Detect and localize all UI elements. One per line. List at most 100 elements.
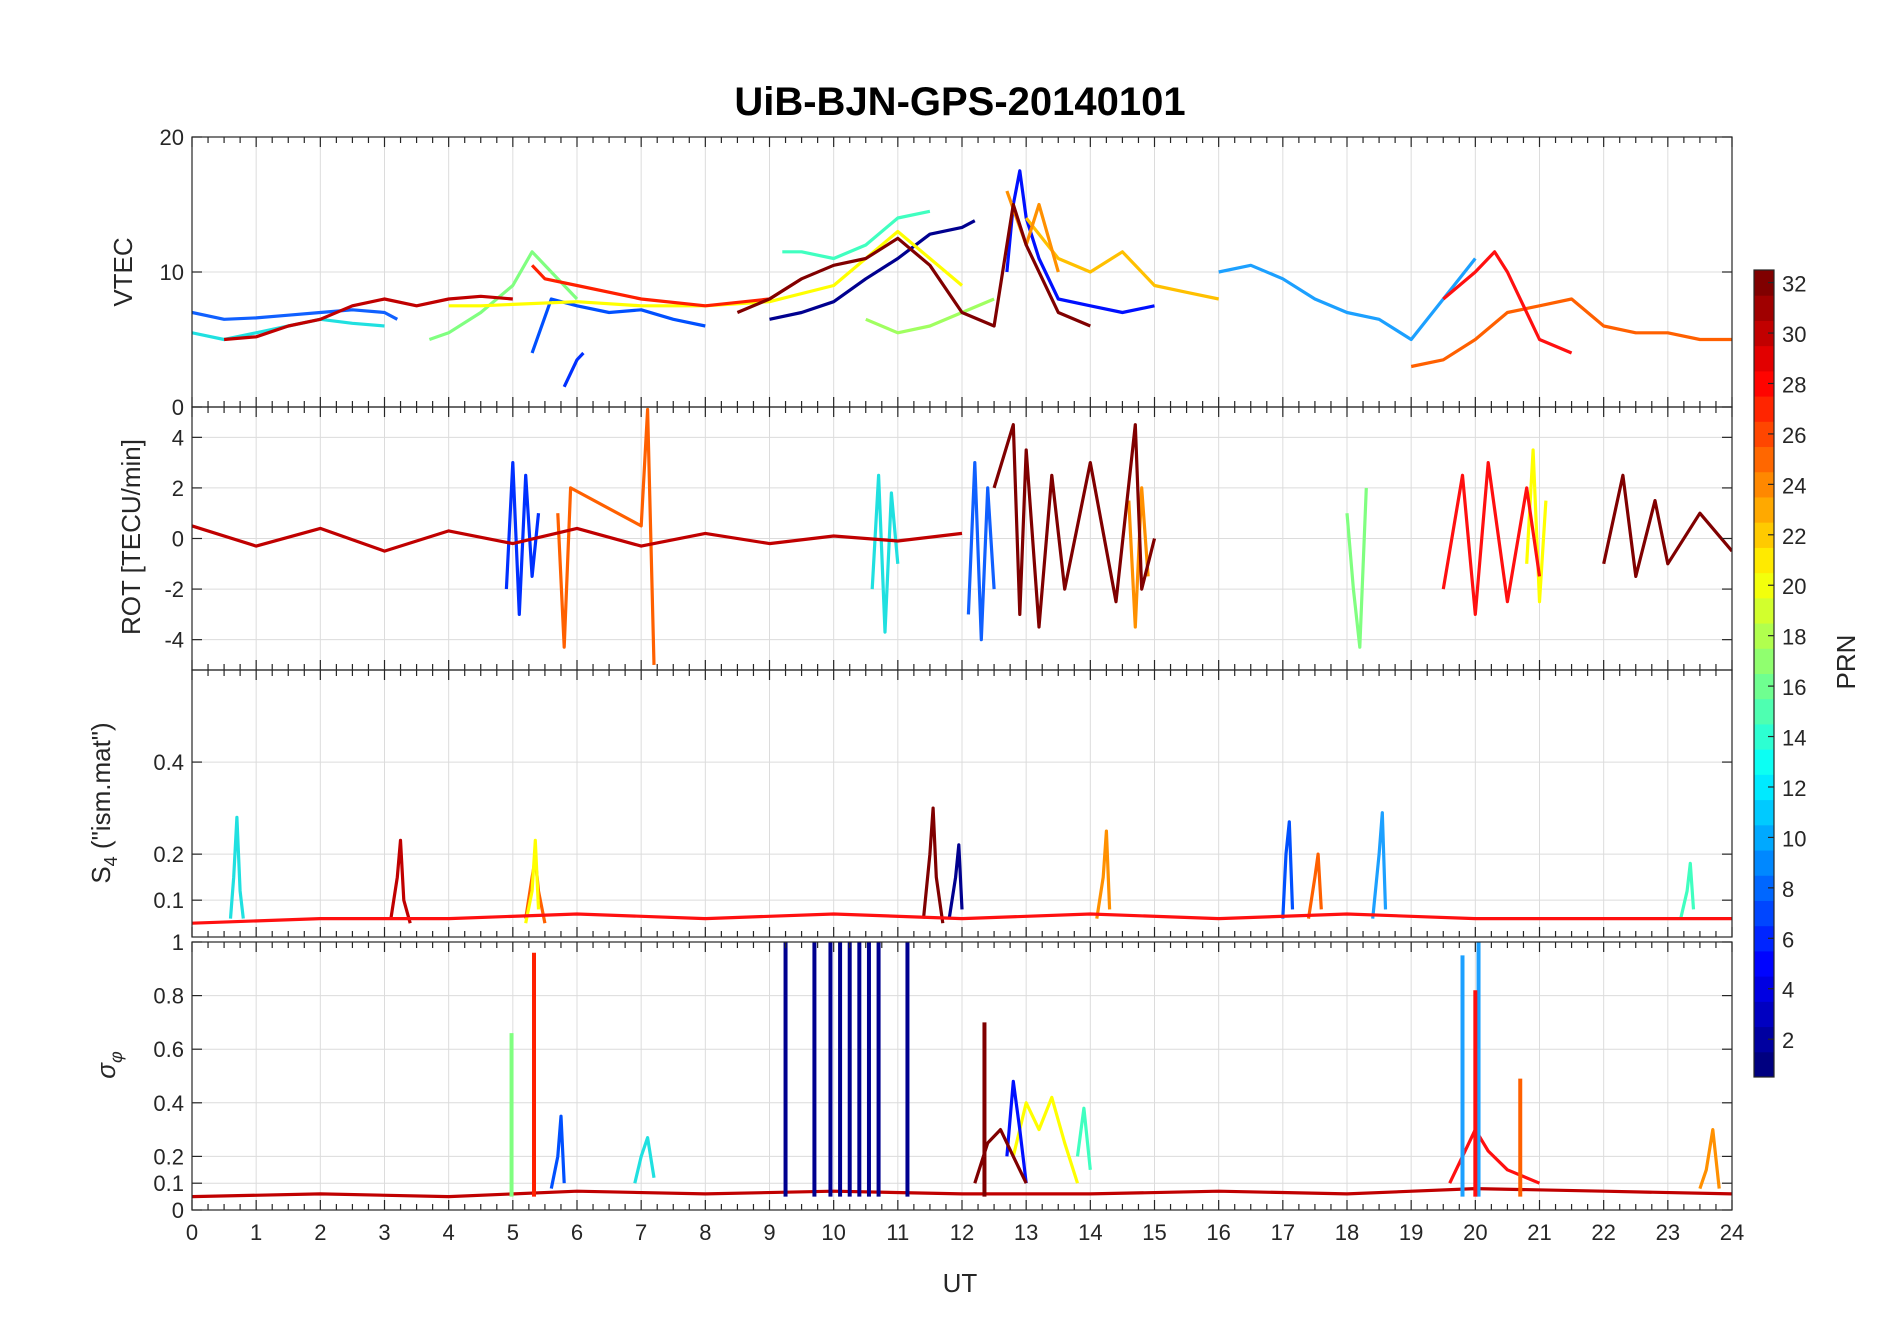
sigma-phi-series-line — [1011, 1095, 1080, 1184]
colorbar-tick-label: 14 — [1782, 726, 1806, 751]
s4-panel: 0.1 0.2 0.4 — [153, 669, 1733, 938]
colorbar-segment — [1754, 875, 1774, 901]
sigma-phi-series-line — [1075, 1106, 1092, 1170]
colorbar-segment — [1754, 850, 1774, 876]
colorbar-segment — [1754, 597, 1774, 624]
colorbar-segment — [1754, 496, 1774, 523]
colorbar-label: PRN — [1831, 635, 1861, 690]
s4-ylabel-rest: ("ism.mat") — [86, 722, 116, 856]
s4-ylabel-sub: 4 — [101, 856, 121, 866]
vtec-series-line — [428, 250, 579, 342]
rot-series-line — [504, 461, 541, 617]
x-tick-label: 20 — [1463, 1220, 1487, 1245]
rot-series-line — [192, 524, 963, 553]
x-tick-label: 22 — [1591, 1220, 1615, 1245]
s4-series-line — [1095, 829, 1112, 919]
s4-series-group — [192, 806, 1732, 925]
colorbar-tick-label: 8 — [1782, 877, 1794, 902]
colorbar-segment — [1754, 673, 1774, 700]
sigma-phi-ytick-label: 0 — [172, 1198, 184, 1223]
s4-ylabel-main: S — [86, 866, 116, 883]
x-tick-label: 19 — [1399, 1220, 1423, 1245]
colorbar-tick-label: 22 — [1782, 524, 1806, 549]
vtec-series-line — [192, 308, 399, 321]
rot-series-line — [1345, 487, 1368, 649]
rot-ytick-label: -2 — [164, 577, 184, 602]
s4-series-line — [1306, 852, 1323, 919]
colorbar-segment — [1754, 749, 1774, 775]
rot-ytick-label: 4 — [172, 425, 184, 450]
s4-series-line — [947, 843, 964, 919]
rot-ytick-label: 0 — [172, 527, 184, 552]
colorbar-segment — [1754, 623, 1774, 649]
colorbar-segment — [1754, 799, 1774, 826]
sigma-phi-ytick-label: 0.1 — [153, 1171, 184, 1196]
colorbar-segment — [1754, 396, 1774, 422]
colorbar-segment — [1754, 572, 1774, 599]
x-tick-label: 5 — [507, 1220, 519, 1245]
s4-series-line — [228, 815, 245, 919]
colorbar-frame — [1753, 269, 1775, 1078]
colorbar-tick-label: 2 — [1782, 1028, 1794, 1053]
x-tick-label: 14 — [1078, 1220, 1102, 1245]
colorbar-tick-label: 30 — [1782, 322, 1806, 347]
vtec-series-line — [1218, 257, 1477, 342]
sigma-phi-ylabel: σφ — [91, 1051, 126, 1079]
vtec-series-line — [530, 264, 803, 308]
x-tick-label: 8 — [699, 1220, 711, 1245]
rot-series-group — [192, 407, 1732, 665]
vtec-ytick-label: 0 — [172, 395, 184, 420]
x-tick-label: 7 — [635, 1220, 647, 1245]
chart-title: UiB-BJN-GPS-20140101 — [734, 80, 1185, 124]
rot-series-line — [870, 473, 900, 634]
s4-series-line — [1281, 820, 1295, 919]
rot-series-line — [1441, 461, 1542, 617]
rot-series-line — [1602, 473, 1732, 579]
colorbar-segment — [1754, 925, 1774, 952]
colorbar-segment — [1754, 824, 1774, 851]
x-tick-label: 18 — [1335, 1220, 1359, 1245]
colorbar-tick-label: 10 — [1782, 826, 1806, 851]
x-tick-label: 9 — [763, 1220, 775, 1245]
colorbar-segment — [1754, 1051, 1774, 1078]
colorbar-segment — [1754, 370, 1774, 397]
vtec-ytick-label: 10 — [160, 260, 184, 285]
colorbar-segment — [1754, 950, 1774, 977]
colorbar-tick-label: 26 — [1782, 423, 1806, 448]
x-tick-label: 13 — [1014, 1220, 1038, 1245]
vtec-ytick-label: 20 — [160, 125, 184, 150]
x-tick-label: 11 — [886, 1220, 909, 1245]
sigma-phi-series-line — [1448, 1127, 1541, 1185]
sigma-phi-series-group — [192, 942, 1732, 1199]
s4-series-line — [1679, 861, 1696, 919]
colorbar-segment — [1754, 900, 1774, 927]
colorbar-segment — [1754, 320, 1774, 347]
rot-series-line — [992, 423, 1157, 629]
vtec-series-line — [1410, 297, 1732, 369]
colorbar-tick-label: 6 — [1782, 927, 1794, 952]
colorbar-segment — [1754, 648, 1774, 674]
colorbar-tick-label: 4 — [1782, 978, 1794, 1003]
sigma-phi-series-line — [549, 1114, 566, 1189]
x-tick-label: 21 — [1527, 1220, 1551, 1245]
x-tick-label: 10 — [821, 1220, 845, 1245]
colorbar-segment — [1754, 723, 1774, 750]
sigma-phi-series-line — [1698, 1127, 1721, 1190]
s4-ytick-label: 0.4 — [153, 750, 184, 775]
x-tick-label: 24 — [1720, 1220, 1744, 1245]
colorbar-segment — [1754, 976, 1774, 1002]
colorbar-tick-label: 18 — [1782, 625, 1806, 650]
x-tick-label: 17 — [1271, 1220, 1295, 1245]
sigma-phi-ytick-label: 0.6 — [153, 1037, 184, 1062]
sigma-phi-series-line — [633, 1135, 656, 1184]
vtec-series-line — [192, 317, 385, 342]
colorbar-segment — [1754, 774, 1774, 801]
colorbar-segment — [1754, 698, 1774, 725]
x-tick-label: 16 — [1206, 1220, 1230, 1245]
sigma-phi-ytick-label: 0.8 — [153, 984, 184, 1009]
x-tick-label: 15 — [1142, 1220, 1166, 1245]
colorbar-segment — [1754, 522, 1774, 548]
colorbar-segment — [1754, 471, 1774, 498]
vtec-panel: 0 10 20 — [160, 125, 1733, 420]
